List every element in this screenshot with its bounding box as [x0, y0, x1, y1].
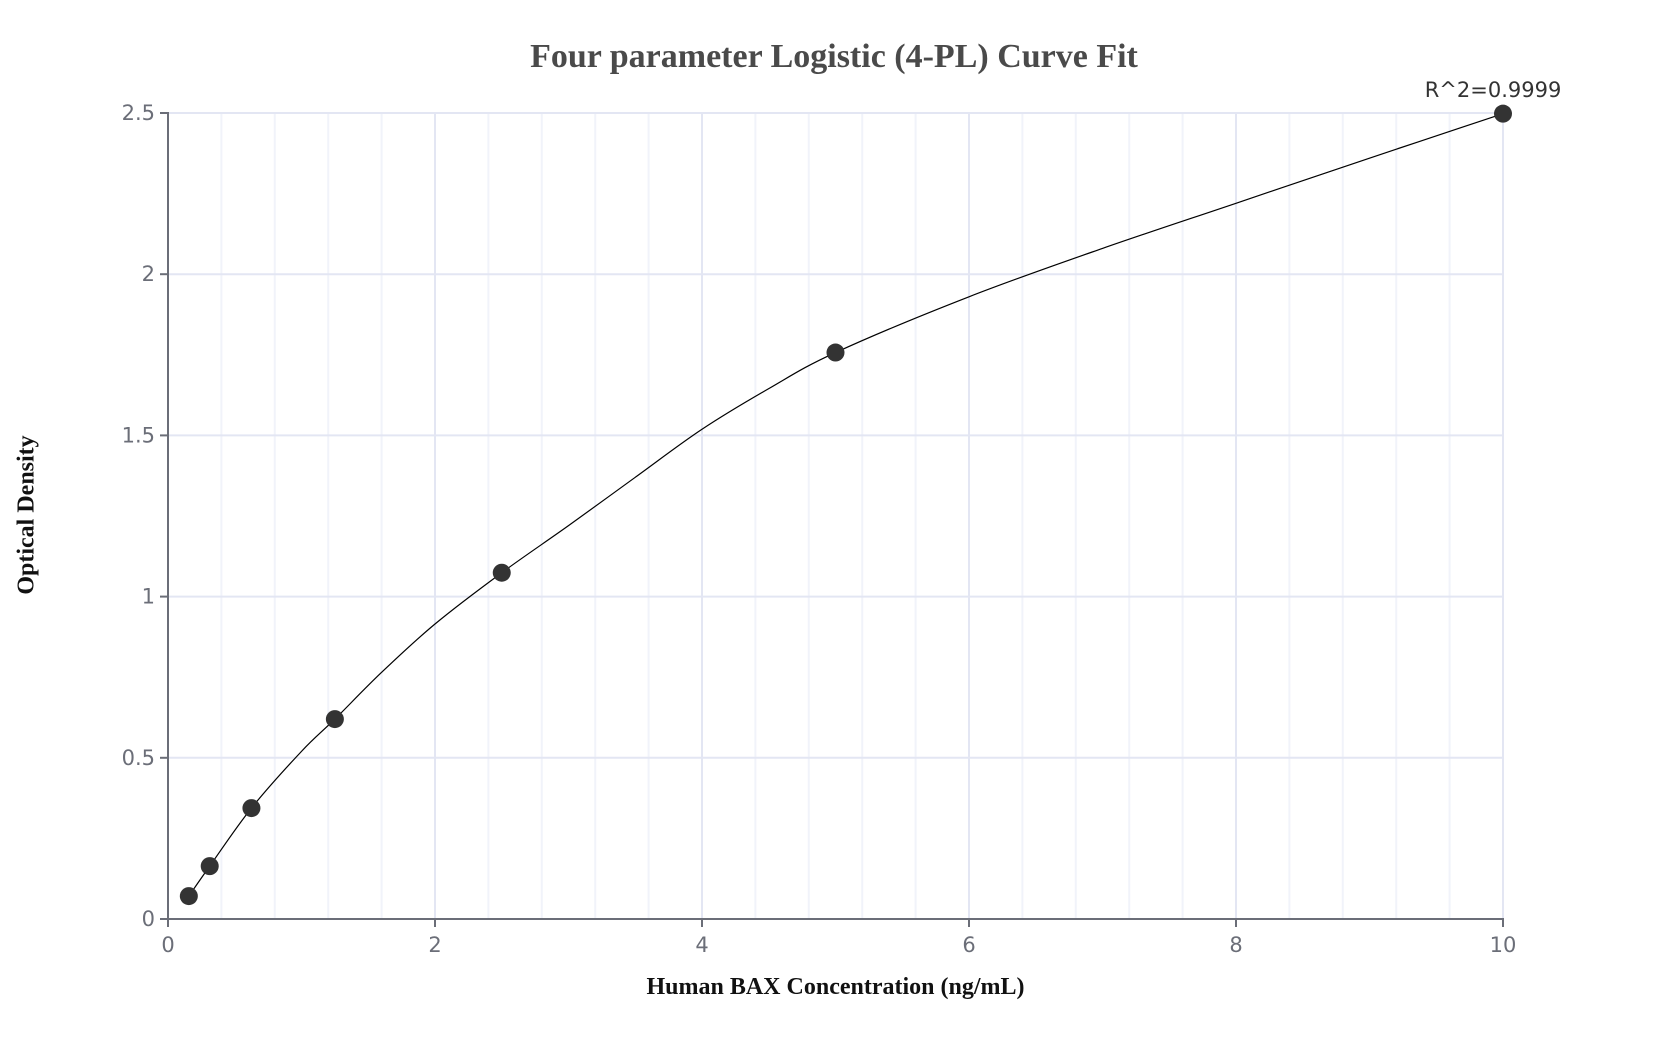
axes: 0 2 4 6 8 10 0 0.5 1 1.5 2 2.5 — [122, 101, 1517, 957]
chart-title: Four parameter Logistic (4-PL) Curve Fit — [530, 38, 1138, 75]
gridlines — [168, 112, 1504, 919]
x-tick-label: 4 — [695, 933, 708, 957]
data-points — [179, 104, 1512, 906]
data-point — [1494, 104, 1512, 123]
y-tick-label: 2.5 — [122, 101, 155, 125]
annotations: R^2=0.9999 — [1425, 78, 1562, 102]
data-point — [200, 857, 219, 876]
data-point — [179, 887, 198, 906]
data-point — [242, 799, 261, 818]
x-tick-label: 0 — [161, 933, 174, 957]
x-tick-label: 8 — [1229, 933, 1242, 957]
x-tick-label: 6 — [962, 933, 975, 957]
y-tick-label: 1 — [142, 585, 155, 609]
fit-curve-path — [188, 113, 1504, 897]
r-squared-annotation: R^2=0.9999 — [1425, 78, 1562, 102]
y-tick-label: 0 — [142, 907, 155, 931]
y-tick-label: 1.5 — [122, 423, 155, 447]
x-tick-label: 10 — [1490, 933, 1517, 957]
data-point — [325, 710, 344, 729]
data-point — [492, 563, 511, 582]
fit-curve — [188, 113, 1504, 897]
y-tick-label: 2 — [142, 262, 155, 286]
x-tick-label: 2 — [428, 933, 441, 957]
data-point — [826, 343, 845, 362]
x-axis-label: Human BAX Concentration (ng/mL) — [646, 974, 1025, 1000]
y-tick-label: 0.5 — [122, 746, 155, 770]
